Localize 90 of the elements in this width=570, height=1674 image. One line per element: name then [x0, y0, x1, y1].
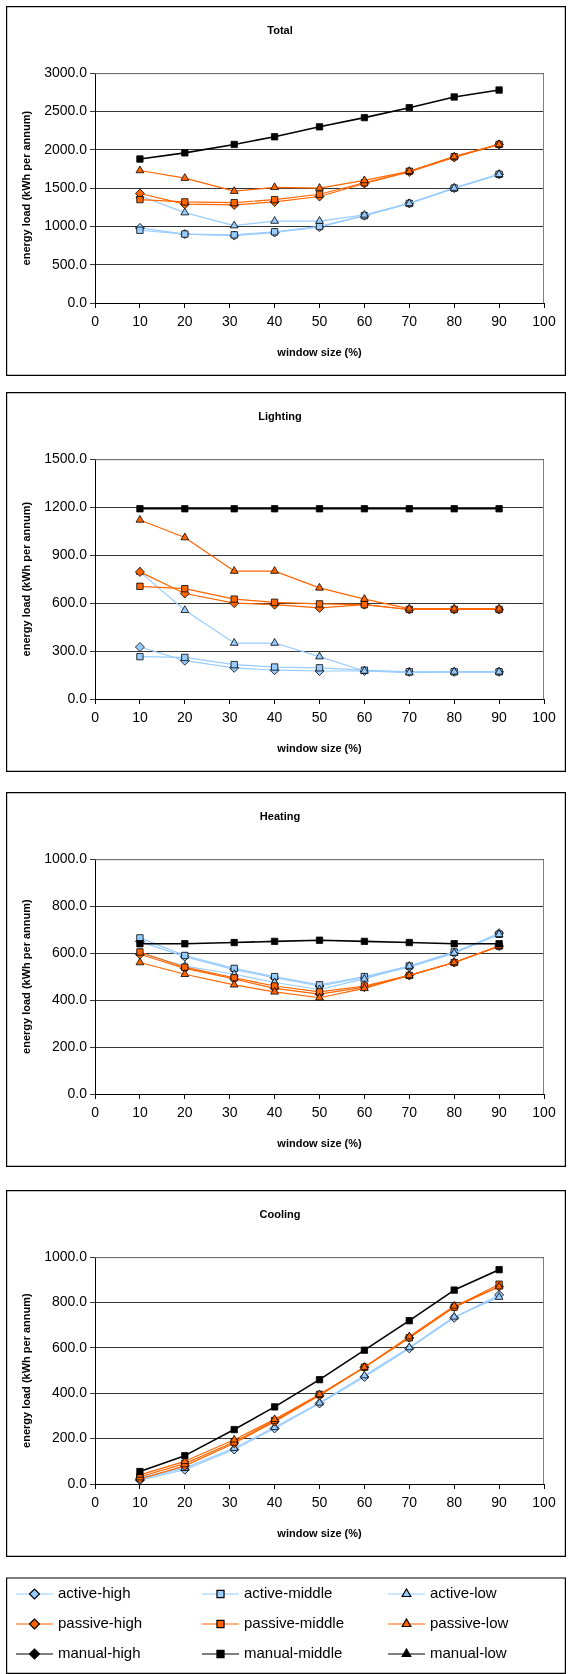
y-tick-label: 1000.0: [44, 850, 88, 867]
x-tick-label: 70: [401, 709, 418, 726]
x-tick-label: 10: [132, 1104, 148, 1121]
x-tick-label: 70: [401, 313, 418, 330]
y-tick-label: 800.0: [51, 1293, 88, 1310]
x-tick-label: 30: [221, 709, 238, 726]
y-tick-label: 2500.0: [44, 102, 88, 119]
x-tick-label: 30: [221, 313, 238, 330]
y-tick-label: 400.0: [51, 990, 88, 1007]
x-tick-label: 20: [177, 313, 193, 330]
y-axis-title: energy load (kWh per annum): [19, 110, 32, 266]
x-tick-label: 10: [132, 313, 148, 330]
y-tick-label: 600.0: [51, 593, 88, 610]
legend-label: active-high: [58, 1584, 131, 1602]
y-tick-label: 0.0: [67, 689, 88, 706]
x-tick-label: 0: [91, 709, 100, 726]
y-tick-label: 600.0: [51, 1338, 88, 1355]
legend-label: active-low: [430, 1584, 497, 1602]
y-tick-label: 0.0: [67, 293, 88, 310]
x-tick-label: 10: [132, 709, 148, 726]
y-tick-label: 0.0: [67, 1474, 88, 1491]
x-tick-label: 60: [356, 1104, 373, 1121]
x-tick-label: 20: [177, 1494, 193, 1511]
x-tick-label: 100: [532, 1104, 556, 1121]
legend-label: manual-high: [58, 1644, 141, 1662]
x-tick-label: 30: [221, 1494, 238, 1511]
x-tick-label: 70: [401, 1494, 418, 1511]
y-tick-label: 1000.0: [44, 1248, 88, 1265]
x-axis-title: window size (%): [276, 742, 363, 755]
chart-title: Total: [267, 23, 293, 36]
y-tick-label: 1000.0: [44, 217, 88, 234]
x-tick-label: 50: [311, 1104, 328, 1121]
x-tick-label: 30: [221, 1104, 238, 1121]
y-tick-label: 1500.0: [44, 178, 88, 195]
legend-label: passive-low: [430, 1614, 509, 1632]
x-tick-label: 60: [356, 313, 373, 330]
x-tick-label: 40: [266, 709, 283, 726]
y-axis-title: energy load (kWh per annum): [19, 501, 32, 657]
x-tick-label: 100: [532, 1494, 556, 1511]
chart-title: Heating: [259, 809, 301, 822]
x-axis-title: window size (%): [276, 1527, 363, 1540]
y-tick-label: 1200.0: [44, 498, 88, 515]
y-axis-title: energy load (kWh per annum): [19, 898, 32, 1054]
chart-title: Lighting: [258, 409, 302, 422]
x-tick-label: 90: [491, 1494, 508, 1511]
x-tick-label: 90: [491, 313, 508, 330]
x-tick-label: 20: [177, 709, 193, 726]
x-axis-title: window size (%): [276, 346, 363, 359]
x-tick-label: 50: [311, 1494, 328, 1511]
x-tick-label: 80: [446, 1104, 463, 1121]
y-tick-label: 400.0: [51, 1384, 88, 1401]
x-tick-label: 0: [91, 1104, 100, 1121]
chart-title: Cooling: [259, 1207, 301, 1220]
x-tick-label: 40: [266, 313, 283, 330]
x-tick-label: 0: [91, 313, 100, 330]
x-tick-label: 90: [491, 1104, 508, 1121]
x-tick-label: 90: [491, 709, 508, 726]
x-tick-label: 70: [401, 1104, 418, 1121]
legend-label: manual-middle: [244, 1644, 343, 1662]
legend-label: passive-high: [58, 1614, 143, 1632]
legend-label: passive-middle: [244, 1614, 345, 1632]
y-tick-label: 1500.0: [44, 450, 88, 467]
x-tick-label: 50: [311, 313, 328, 330]
x-tick-label: 0: [91, 1494, 100, 1511]
legend-label: active-middle: [244, 1584, 333, 1602]
x-tick-label: 100: [532, 313, 556, 330]
y-tick-label: 500.0: [51, 255, 88, 272]
y-tick-label: 2000.0: [44, 140, 88, 157]
y-tick-label: 200.0: [51, 1429, 88, 1446]
legend-label: manual-low: [430, 1644, 507, 1662]
x-tick-label: 10: [132, 1494, 148, 1511]
y-tick-label: 300.0: [51, 641, 88, 658]
x-tick-label: 60: [356, 1494, 373, 1511]
x-axis-title: window size (%): [276, 1137, 363, 1150]
y-tick-label: 900.0: [51, 545, 88, 562]
y-tick-label: 200.0: [51, 1037, 88, 1054]
y-tick-label: 0.0: [67, 1084, 88, 1101]
x-tick-label: 50: [311, 709, 328, 726]
x-tick-label: 100: [532, 709, 556, 726]
x-tick-label: 40: [266, 1494, 283, 1511]
y-tick-label: 800.0: [51, 897, 88, 914]
x-tick-label: 80: [446, 313, 463, 330]
x-tick-label: 40: [266, 1104, 283, 1121]
x-tick-label: 60: [356, 709, 373, 726]
y-tick-label: 600.0: [51, 943, 88, 960]
x-tick-label: 80: [446, 1494, 463, 1511]
y-tick-label: 3000.0: [44, 64, 88, 81]
y-axis-title: energy load (kWh per annum): [19, 1292, 32, 1448]
x-tick-label: 80: [446, 709, 463, 726]
x-tick-label: 20: [177, 1104, 193, 1121]
